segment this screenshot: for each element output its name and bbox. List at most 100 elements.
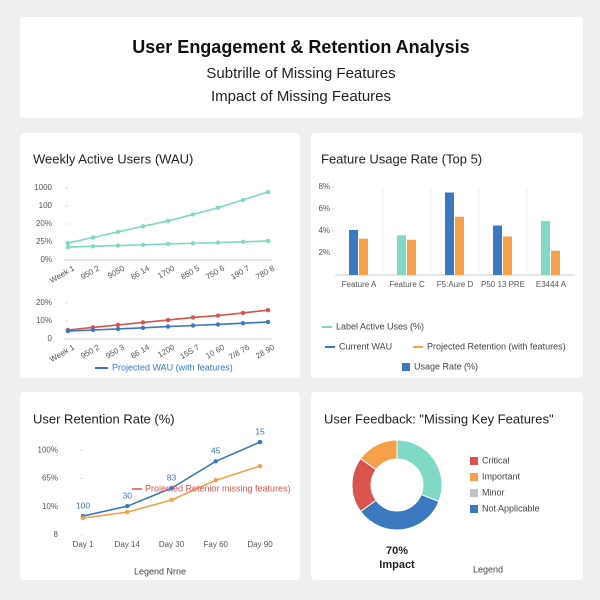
legend-label: Important [482, 471, 521, 481]
y-tick-label: 65% [42, 474, 58, 483]
point [240, 310, 246, 316]
page-title: User Engagement & Retention Analysis [132, 37, 469, 57]
point [115, 322, 121, 328]
legend-label: Projected WAU (with features) [112, 362, 233, 372]
point [265, 308, 271, 313]
y-tick-label: 20% [36, 219, 52, 228]
point [215, 322, 221, 327]
x-tick-label: Feature A [342, 280, 377, 289]
bar [551, 250, 560, 275]
point [115, 326, 121, 332]
bar [359, 238, 368, 275]
point [140, 242, 146, 248]
point [165, 218, 171, 224]
point [115, 229, 121, 235]
y-tick-label: 10% [42, 502, 58, 511]
y-tick-label: 4% [318, 226, 330, 235]
y-tick-label: 25% [36, 237, 52, 246]
x-tick-label: Day 1 [73, 540, 94, 549]
y-tick-label: 8 [54, 530, 59, 539]
chart-title: User Retention Rate (%) [33, 411, 175, 426]
point [165, 324, 171, 329]
y-tick-label: 8% [318, 182, 330, 191]
legend-label: Label Active Uses (%) [336, 321, 424, 331]
card [20, 392, 300, 580]
point [165, 317, 171, 323]
point [265, 189, 271, 195]
x-tick-label: E3444 A [536, 280, 567, 289]
bar [407, 239, 416, 275]
point [90, 327, 96, 333]
point-annotation: 100 [76, 500, 90, 510]
point-annotation: 83 [167, 472, 177, 482]
chart-title: User Feedback: "Missing Key Features" [324, 411, 554, 426]
header-card [20, 17, 583, 118]
y-tick-label: 100% [38, 445, 58, 454]
point [257, 439, 263, 445]
point [215, 313, 221, 318]
point [125, 509, 130, 515]
bar [445, 192, 454, 275]
y-tick-label: 6% [318, 204, 330, 213]
point [125, 504, 130, 509]
x-tick-label: Feature C [389, 280, 425, 289]
point [165, 241, 171, 247]
point [265, 319, 271, 325]
point-annotation: 30 [123, 490, 133, 500]
legend-swatch [470, 505, 478, 513]
x-tick-label: P50 13 PRE [481, 280, 525, 289]
legend-label: Critical [482, 455, 510, 465]
point [215, 205, 221, 210]
bar [349, 229, 358, 275]
legend-title: Legend Nrne [134, 566, 186, 576]
point [265, 238, 271, 244]
point [65, 244, 71, 250]
point [65, 240, 71, 246]
point [190, 315, 196, 320]
legend-swatch [470, 473, 478, 481]
point [90, 235, 96, 240]
chart-title: Weekly Active Users (WAU) [33, 151, 193, 166]
point-annotation: 15 [255, 426, 265, 436]
point [115, 243, 121, 248]
point [213, 459, 218, 464]
legend-label: Usage Rate (%) [414, 361, 478, 371]
point [169, 485, 174, 491]
annotation: Projected Retenior missing features) [145, 483, 291, 493]
point [140, 320, 146, 325]
x-tick-label: Fay 60 [204, 540, 229, 549]
y-tick-label: 2% [318, 248, 330, 257]
x-tick-label: Day 30 [159, 540, 185, 549]
point [190, 212, 196, 217]
point [169, 497, 174, 503]
y-tick-label: 10% [36, 316, 52, 325]
legend-title: Legend [473, 564, 503, 574]
y-tick-label: 100 [39, 201, 53, 210]
legend-label: Projected Retention (with features) [427, 341, 566, 351]
subtitle: Impact of Missing Features [211, 88, 391, 105]
bar [455, 216, 464, 275]
point [257, 463, 263, 469]
x-tick-label: Day 90 [247, 540, 273, 549]
bar [493, 225, 502, 275]
point [240, 197, 246, 203]
bar [397, 235, 406, 275]
y-tick-label: 0% [40, 255, 52, 264]
point [190, 323, 196, 328]
legend-label: Minor [482, 487, 505, 497]
center-value: 70% [386, 545, 408, 557]
y-tick-label: 0 [48, 334, 53, 343]
card [311, 392, 583, 580]
x-tick-label: Day 14 [115, 540, 141, 549]
point [215, 240, 221, 245]
legend-label: Not Applicable [482, 503, 540, 513]
legend-swatch [402, 363, 410, 371]
subtitle: Subtrille of Missing Features [206, 65, 395, 82]
point [213, 478, 218, 483]
point [190, 241, 196, 246]
legend-label: Current WAU [339, 341, 392, 351]
chart-title: Feature Usage Rate (Top 5) [321, 151, 482, 166]
legend-swatch [470, 457, 478, 465]
bar [503, 236, 512, 275]
